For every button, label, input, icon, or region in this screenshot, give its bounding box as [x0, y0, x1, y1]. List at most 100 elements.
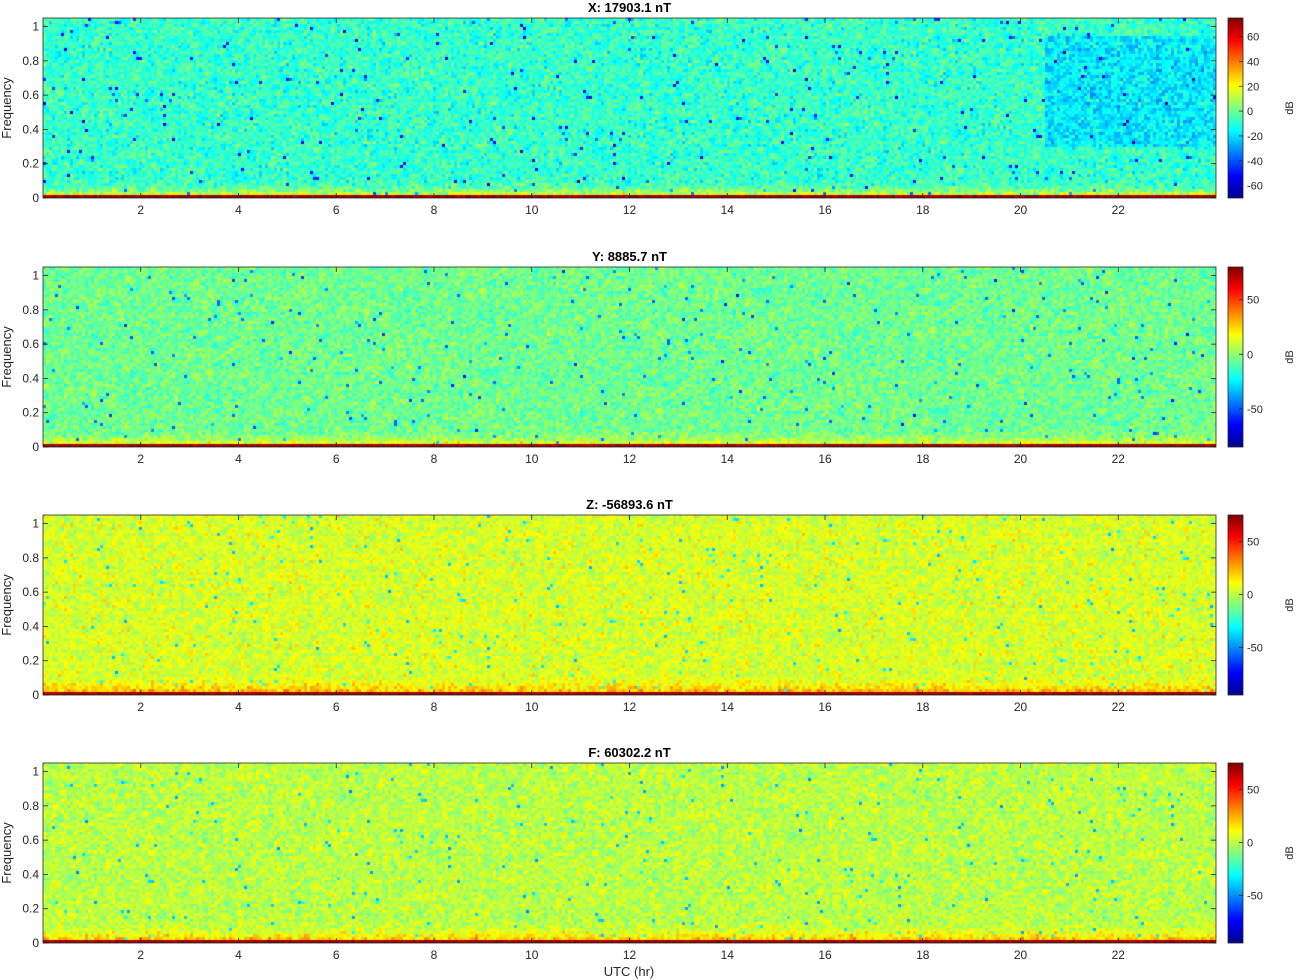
x-tick-label: 18 [916, 203, 930, 217]
x-tick-label: 18 [916, 700, 930, 714]
colorbar-label: dB [1284, 350, 1296, 363]
colorbar-tick-label: -50 [1247, 404, 1263, 416]
x-tick-label: 6 [333, 452, 340, 466]
y-tick-label: 0.4 [22, 619, 39, 633]
y-tick-label: 0.4 [22, 867, 39, 881]
colorbar-gradient [1227, 762, 1244, 944]
y-tick-label: 0 [32, 191, 39, 205]
y-tick-label: 0.8 [22, 54, 39, 68]
x-tick-label: 16 [818, 700, 832, 714]
x-tick-label: 18 [916, 452, 930, 466]
spectrogram-heatmap [43, 18, 1216, 198]
x-tick-label: 6 [333, 700, 340, 714]
y-axis-label: Frequency [0, 326, 14, 388]
y-tick-label: 0.6 [22, 337, 39, 351]
y-axis-label: Frequency [0, 77, 14, 139]
y-tick-label: 0 [32, 440, 39, 454]
panel-title: Y: 8885.7 nT [592, 249, 667, 264]
x-tick-label: 14 [721, 700, 735, 714]
x-tick-label: 22 [1112, 700, 1126, 714]
colorbar: -50 0 50 dB [1227, 266, 1296, 448]
spectrogram-heatmap [43, 515, 1216, 695]
colorbar-gradient [1227, 514, 1244, 696]
x-tick-label: 10 [525, 452, 539, 466]
x-tick-label: 8 [431, 203, 438, 217]
x-tick-label: 4 [235, 203, 242, 217]
x-tick-label: 22 [1112, 452, 1126, 466]
x-tick-label: 6 [333, 203, 340, 217]
x-tick-label: 20 [1014, 203, 1028, 217]
spectrogram-heatmap [43, 763, 1216, 943]
x-tick-label: 8 [431, 700, 438, 714]
y-tick-label: 0.2 [22, 654, 39, 668]
panel-title: X: 17903.1 nT [588, 0, 671, 15]
colorbar-tick-label: -40 [1247, 156, 1263, 168]
colorbar-label: dB [1284, 598, 1296, 611]
x-tick-label: 16 [818, 203, 832, 217]
x-tick-label: 10 [525, 203, 539, 217]
colorbar-tick-label: -20 [1247, 131, 1263, 143]
panel-title: Z: -56893.6 nT [586, 497, 673, 512]
y-tick-label: 1 [32, 269, 39, 283]
colorbar-label: dB [1284, 101, 1296, 114]
colorbar-tick-label: 0 [1247, 589, 1253, 601]
x-tick-label: 14 [721, 452, 735, 466]
x-tick-label: 18 [916, 948, 930, 962]
x-tick-label: 22 [1112, 203, 1126, 217]
x-tick-label: 16 [818, 452, 832, 466]
y-tick-label: 0.6 [22, 585, 39, 599]
y-tick-label: 0.8 [22, 551, 39, 565]
figure-x-axis-label: UTC (hr) [604, 964, 655, 979]
x-tick-label: 8 [431, 948, 438, 962]
colorbar: -60 -40 -20 0 20 40 60 dB [1227, 17, 1296, 199]
y-tick-label: 1 [32, 517, 39, 531]
x-tick-label: 20 [1014, 452, 1028, 466]
x-tick-label: 20 [1014, 700, 1028, 714]
x-tick-label: 12 [623, 203, 637, 217]
x-tick-label: 14 [721, 948, 735, 962]
colorbar-tick-label: 60 [1247, 32, 1259, 44]
y-tick-label: 0.2 [22, 157, 39, 171]
colorbar-gradient [1227, 17, 1244, 199]
x-tick-label: 22 [1112, 948, 1126, 962]
y-tick-label: 1 [32, 765, 39, 779]
y-tick-label: 0.8 [22, 303, 39, 317]
x-tick-label: 12 [623, 452, 637, 466]
spectrogram-heatmap [43, 267, 1216, 447]
x-tick-label: 12 [623, 700, 637, 714]
x-tick-label: 14 [721, 203, 735, 217]
colorbar-tick-label: -50 [1247, 642, 1263, 654]
y-tick-label: 0 [32, 688, 39, 702]
colorbar: -50 0 50 dB [1227, 514, 1296, 696]
colorbar-tick-label: 40 [1247, 56, 1259, 68]
x-tick-label: 4 [235, 700, 242, 714]
x-tick-label: 6 [333, 948, 340, 962]
colorbar-tick-label: 0 [1247, 349, 1253, 361]
colorbar-tick-label: 50 [1247, 784, 1259, 796]
y-tick-label: 0.6 [22, 88, 39, 102]
y-axis-label: Frequency [0, 574, 14, 636]
y-tick-label: 0 [32, 936, 39, 950]
colorbar-tick-label: -60 [1247, 181, 1263, 193]
y-tick-label: 0.2 [22, 406, 39, 420]
y-axis-label: Frequency [0, 822, 14, 884]
y-tick-label: 0.6 [22, 833, 39, 847]
colorbar-tick-label: 0 [1247, 106, 1253, 118]
colorbar-tick-label: 50 [1247, 536, 1259, 548]
x-tick-label: 2 [137, 203, 144, 217]
colorbar-gradient [1227, 266, 1244, 448]
y-tick-label: 1 [32, 20, 39, 34]
y-tick-label: 0.4 [22, 122, 39, 136]
y-tick-label: 0.8 [22, 799, 39, 813]
y-tick-label: 0.4 [22, 371, 39, 385]
colorbar-tick-label: 20 [1247, 81, 1259, 93]
colorbar: -50 0 50 dB [1227, 762, 1296, 944]
colorbar-label: dB [1284, 846, 1296, 859]
x-tick-label: 2 [137, 948, 144, 962]
colorbar-tick-label: -50 [1247, 890, 1263, 902]
x-tick-label: 4 [235, 948, 242, 962]
